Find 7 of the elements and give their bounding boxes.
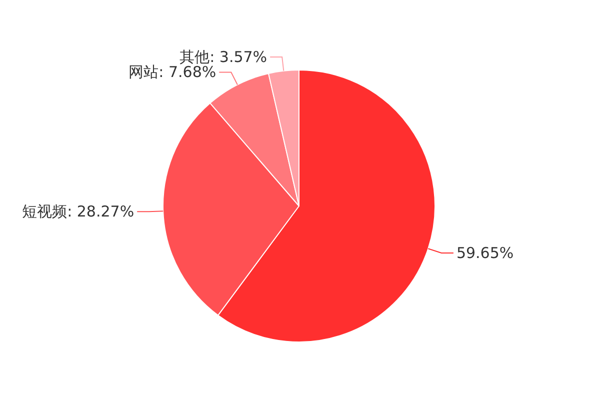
data-label: : 7.68% [158,63,216,82]
data-label: : 3.57% [210,48,268,66]
slice-label: 网站 [128,63,159,82]
data-label: : 28.27% [67,202,134,221]
data-label: 59.65% [456,244,514,262]
slice-label: 短视频 [22,202,68,221]
slice-label: 其他 [180,48,210,66]
